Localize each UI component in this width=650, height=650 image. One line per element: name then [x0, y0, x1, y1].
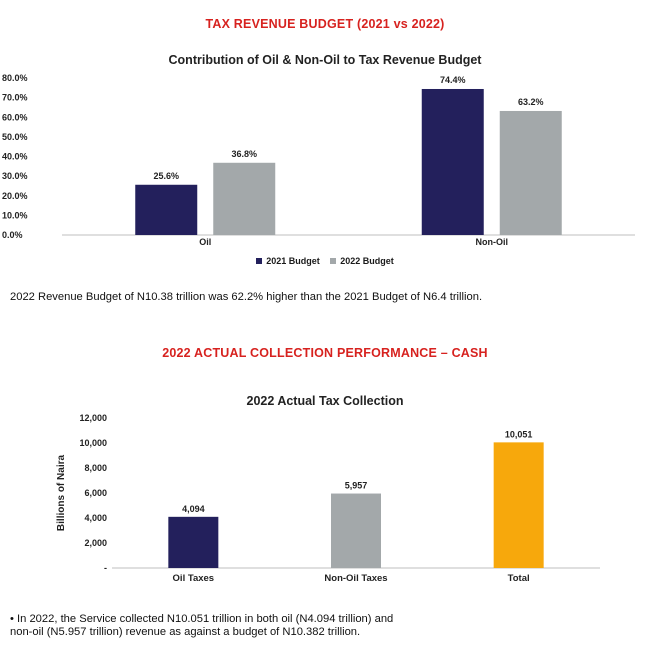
- legend-item-2021: 2021 Budget: [256, 256, 320, 266]
- y-tick-label: 70.0%: [2, 93, 28, 103]
- bar-non-oil-0: [421, 88, 484, 236]
- data-label: 4,094: [182, 504, 205, 514]
- chart1-legend: 2021 Budget 2022 Budget: [0, 256, 650, 266]
- collection-note-line2: non-oil (N5.957 trillion) revenue as aga…: [10, 626, 361, 638]
- chart1-svg: 0.0% 10.0% 20.0% 30.0% 40.0% 50.0% 60.0% 70.0% 8…: [2, 73, 635, 247]
- budget-section-heading: TAX REVENUE BUDGET (2021 vs 2022): [205, 17, 445, 31]
- bar-non-oil-1: [499, 110, 562, 235]
- bar-oil-0: [135, 184, 198, 235]
- collection-note-line1: • In 2022, the Service collected N10.051…: [10, 613, 394, 625]
- chart2-svg: - 2,000 4,000 6,000 8,000 10,000 12,000 Billion…: [56, 413, 600, 584]
- bar-non-oil-taxes: [331, 493, 381, 568]
- legend-item-2022: 2022 Budget: [330, 256, 394, 266]
- chart1-title: Contribution of Oil & Non-Oil to Tax Rev…: [168, 53, 482, 67]
- legend-label-2021: 2021 Budget: [266, 256, 320, 266]
- y-tick-label: 2,000: [84, 538, 107, 548]
- y-tick-label: 30.0%: [2, 171, 28, 181]
- data-label: 74.4%: [440, 75, 466, 85]
- bar-oil-1: [213, 162, 276, 235]
- legend-swatch-2022: [330, 258, 337, 264]
- legend-label-2022: 2022 Budget: [340, 256, 394, 266]
- x-tick-label: Oil: [199, 237, 211, 247]
- y-tick-label: 12,000: [79, 413, 107, 423]
- y-tick-label: 4,000: [84, 513, 107, 523]
- y-tick-label: 80.0%: [2, 73, 28, 83]
- data-label: 10,051: [505, 429, 533, 439]
- budget-summary-text: 2022 Revenue Budget of N10.38 trillion w…: [10, 291, 483, 303]
- y-tick-label: 10,000: [79, 438, 107, 448]
- collection-section-heading: 2022 ACTUAL COLLECTION PERFORMANCE – CAS…: [162, 346, 488, 360]
- y-axis-label: Billions of Naira: [56, 455, 67, 532]
- y-tick-label: 6,000: [84, 488, 107, 498]
- y-tick-label: 50.0%: [2, 132, 28, 142]
- legend-swatch-2021: [256, 258, 263, 264]
- y-tick-label: 60.0%: [2, 112, 28, 122]
- y-tick-label: 20.0%: [2, 191, 28, 201]
- x-tick-label: Total: [508, 573, 530, 584]
- data-label: 5,957: [345, 481, 368, 491]
- y-tick-label: 40.0%: [2, 152, 28, 162]
- y-tick-label: -: [104, 563, 107, 573]
- y-tick-label: 10.0%: [2, 210, 28, 220]
- x-tick-label: Non-Oil Taxes: [324, 573, 387, 584]
- data-label: 25.6%: [153, 171, 179, 181]
- y-tick-label: 0.0%: [2, 230, 23, 240]
- x-tick-label: Non-Oil: [476, 237, 509, 247]
- y-tick-label: 8,000: [84, 463, 107, 473]
- x-tick-label: Oil Taxes: [173, 573, 215, 584]
- data-label: 36.8%: [231, 149, 257, 159]
- bar-total: [493, 442, 544, 568]
- chart2-title: 2022 Actual Tax Collection: [246, 394, 404, 408]
- bar-oil-taxes: [168, 516, 219, 568]
- data-label: 63.2%: [518, 97, 544, 107]
